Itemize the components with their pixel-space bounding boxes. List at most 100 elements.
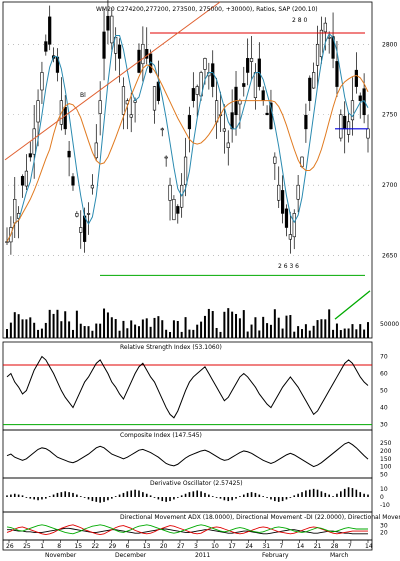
volume-bar xyxy=(40,328,43,338)
dosc-bar xyxy=(33,497,35,500)
volume-bar xyxy=(355,329,358,338)
candle-body xyxy=(273,156,277,164)
candle-body xyxy=(319,29,324,58)
candle-body xyxy=(152,86,157,111)
volume-bar xyxy=(52,313,55,338)
dosc-bar xyxy=(29,497,32,499)
volume-bar xyxy=(320,319,323,338)
candle-body xyxy=(63,106,67,130)
volume-bar xyxy=(312,325,315,338)
candle-body xyxy=(339,114,343,139)
volume-bar xyxy=(227,308,230,338)
candle-body xyxy=(129,114,133,118)
dosc-bar xyxy=(316,489,319,497)
volume-bar xyxy=(269,324,272,338)
x-tick-label: 14 xyxy=(365,543,373,550)
rsi-tick-label: 40 xyxy=(380,405,388,412)
dosc-bar xyxy=(184,493,187,497)
volume-bar xyxy=(211,311,214,338)
volume-bar xyxy=(13,312,16,338)
volume-bar xyxy=(297,326,300,338)
volume-bar xyxy=(367,322,369,338)
candle-body xyxy=(253,72,258,99)
dosc-bar xyxy=(363,493,365,497)
dmi-tick-label: 20 xyxy=(380,529,388,536)
x-tick-label: 3 xyxy=(194,543,198,550)
volume-bars xyxy=(6,308,369,338)
dosc-bar xyxy=(107,497,109,501)
dosc-bar xyxy=(56,492,59,497)
dosc-bar xyxy=(79,496,82,497)
candle-body xyxy=(308,77,312,101)
dosc-bar xyxy=(281,497,284,502)
volume-bar xyxy=(137,326,140,338)
x-tick-label: 28 xyxy=(331,543,339,550)
x-tick-label: 7 xyxy=(348,543,352,550)
dosc-bar xyxy=(211,496,214,497)
volume-bar xyxy=(277,317,280,338)
dosc-bar xyxy=(17,494,20,497)
candle-body xyxy=(183,156,188,186)
volume-bar xyxy=(9,322,12,338)
candle-body xyxy=(110,15,114,44)
dosc-bar xyxy=(99,497,101,503)
dosc-bar xyxy=(13,493,16,497)
ci-tick-label: 100 xyxy=(380,464,392,471)
dosc-bar xyxy=(340,491,342,497)
x-month-label: February xyxy=(262,552,289,559)
volume-bar xyxy=(25,319,28,338)
support-label: 2 6 3 6 xyxy=(278,263,299,270)
dosc-bar xyxy=(285,497,288,500)
volume-bar xyxy=(363,329,366,338)
volume-bar xyxy=(79,323,82,338)
dosc-bar xyxy=(293,495,296,497)
volume-bar xyxy=(56,309,59,338)
volume-bar xyxy=(17,314,20,338)
x-month-label: March xyxy=(330,552,348,559)
candle-body xyxy=(215,100,219,123)
candle-body xyxy=(5,241,9,243)
rsi-tick-label: 70 xyxy=(380,354,388,361)
dosc-bar xyxy=(351,488,354,497)
dosc-bar xyxy=(204,492,206,497)
dosc-bar xyxy=(114,496,117,497)
price-tick-label: 2700 xyxy=(382,182,397,189)
volume-bar xyxy=(44,322,47,338)
dosc-bar xyxy=(10,494,12,497)
dosc-tick-label: 0 xyxy=(380,494,384,501)
candle-body xyxy=(67,150,71,158)
candles xyxy=(5,0,370,255)
volume-bar xyxy=(83,326,86,338)
dosc-bar xyxy=(111,497,113,499)
volume-bar xyxy=(235,313,238,338)
volume-bar xyxy=(289,315,292,338)
trendline-up xyxy=(4,1,221,161)
candle-body xyxy=(354,69,358,87)
price-tick-label: 2800 xyxy=(382,41,397,48)
dosc-bar xyxy=(180,495,183,497)
volume-bar xyxy=(122,320,125,338)
volume-bar xyxy=(316,320,319,338)
dosc-bar xyxy=(196,490,199,497)
candle-body xyxy=(222,128,226,132)
candle-body xyxy=(281,190,285,214)
x-tick-label: 27 xyxy=(177,543,185,550)
dosc-bar xyxy=(297,493,299,497)
volume-bar xyxy=(258,330,261,338)
dosc-bar xyxy=(328,494,330,497)
volume-bar xyxy=(301,329,304,338)
volume-bar xyxy=(95,323,98,338)
ci-line xyxy=(6,441,369,468)
volume-label: 50000 xyxy=(380,321,399,328)
volume-bar xyxy=(165,329,168,338)
candle-body xyxy=(358,95,362,101)
dosc-bar xyxy=(231,497,233,501)
dosc-bar xyxy=(37,497,39,501)
dosc-bar xyxy=(192,491,195,497)
candle-body xyxy=(346,121,351,135)
volume-bar xyxy=(219,331,222,338)
dosc-bar xyxy=(274,497,276,502)
volume-bar xyxy=(103,308,106,338)
ci-tick-label: 50 xyxy=(380,471,388,478)
